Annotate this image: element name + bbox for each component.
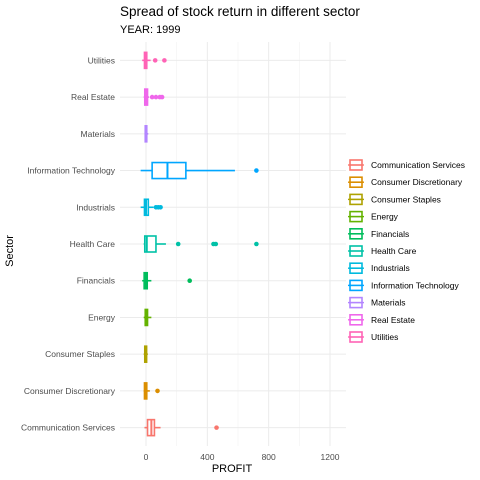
box-health-care (143, 235, 259, 253)
legend-label: Information Technology (371, 280, 459, 290)
x-tick-label: 1200 (321, 452, 340, 462)
chart-title: Spread of stock return in different sect… (120, 4, 360, 19)
outlier-point (187, 278, 192, 284)
legend-label: Real Estate (371, 315, 415, 325)
outlier-point (254, 241, 259, 247)
legend-label: Materials (371, 298, 405, 308)
x-tick-label: 800 (262, 452, 276, 462)
x-tick-label: 400 (200, 452, 214, 462)
legend-label: Consumer Staples (371, 194, 441, 204)
y-tick-label: Information Technology (27, 166, 115, 176)
outlier-point (254, 168, 259, 173)
legend-item: Financials (348, 228, 409, 240)
legend-item: Communication Services (348, 159, 465, 171)
box-energy (143, 308, 152, 327)
outlier-point (153, 94, 159, 100)
x-axis-ticks: 0 400 800 1200 (144, 452, 340, 462)
outlier-point (213, 241, 219, 247)
legend-item: Health Care (348, 245, 417, 257)
y-tick-label: Real Estate (71, 92, 115, 102)
legend-label: Energy (371, 212, 399, 222)
y-tick-label: Materials (81, 129, 115, 139)
legend-item: Real Estate (348, 313, 415, 326)
box-iqr (151, 161, 187, 180)
legend-label: Industrials (371, 263, 410, 273)
box-communication-services (144, 418, 219, 437)
outlier-point (175, 241, 181, 247)
box-consumer-discretionary (143, 382, 160, 400)
legend-label: Consumer Discretionary (371, 177, 463, 187)
y-tick-label: Communication Services (21, 423, 115, 433)
legend-label: Utilities (371, 332, 398, 342)
y-tick-label: Financials (77, 276, 115, 286)
x-axis-title: PROFIT (212, 463, 253, 475)
legend-item: Consumer Staples (348, 193, 441, 206)
box-real-estate (143, 88, 165, 106)
outlier-point (158, 204, 163, 210)
legend-item: Consumer Discretionary (348, 176, 463, 188)
y-tick-label: Utilities (88, 55, 115, 65)
legend-item: Energy (348, 210, 399, 223)
outlier-point (152, 58, 158, 63)
plot-area (140, 51, 259, 437)
outlier-point (149, 94, 155, 100)
y-tick-label: Industrials (76, 202, 115, 212)
box-industrials (140, 198, 163, 217)
y-axis-title: Sector (4, 235, 16, 267)
box-financials (142, 271, 192, 290)
y-tick-label: Energy (88, 312, 116, 322)
legend-item: Industrials (348, 262, 410, 275)
legend: Communication Services Consumer Discretio… (348, 159, 465, 343)
outlier-point (155, 388, 160, 394)
y-tick-label: Health Care (70, 239, 116, 249)
box-materials (144, 125, 149, 143)
box-iqr (143, 235, 157, 253)
legend-item: Information Technology (348, 279, 459, 292)
y-axis-ticks: Communication Services Consumer Discretio… (21, 55, 116, 432)
legend-item: Utilities (348, 331, 398, 343)
outlier-point (159, 94, 165, 100)
y-tick-label: Consumer Staples (45, 349, 115, 359)
box-consumer-staples (143, 345, 148, 363)
legend-label: Communication Services (371, 160, 465, 170)
box-information-technology (140, 161, 259, 180)
outlier-point (214, 425, 219, 430)
legend-label: Health Care (371, 246, 417, 256)
box-utilities (142, 51, 167, 70)
chart-subtitle: YEAR: 1999 (120, 24, 181, 36)
x-tick-label: 0 (144, 452, 149, 462)
legend-item: Materials (348, 296, 405, 309)
outlier-point (162, 58, 167, 63)
legend-label: Financials (371, 229, 409, 239)
y-tick-label: Consumer Discretionary (24, 386, 116, 396)
